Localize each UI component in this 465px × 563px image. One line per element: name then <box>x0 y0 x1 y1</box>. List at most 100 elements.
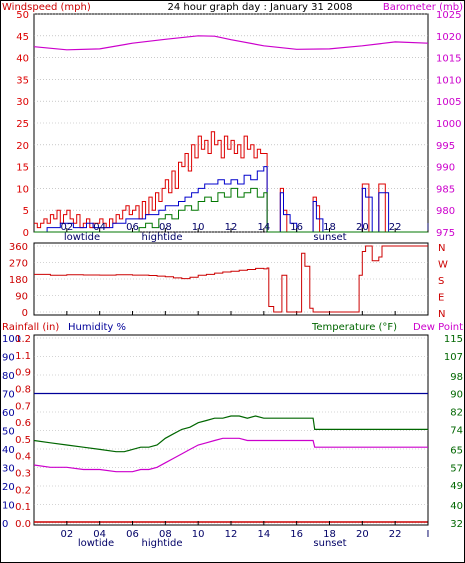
barometer-tick-label: 1015 <box>436 54 461 65</box>
barometer-tick-label: 995 <box>436 141 455 152</box>
x-tick-label: 20 <box>356 222 369 233</box>
direction-degree-ticks: 360 270 180 90 0 <box>9 242 28 319</box>
windspeed-tick-label: 15 <box>16 163 29 174</box>
x-tick-label: 08 <box>159 529 172 540</box>
wind-direction-line <box>34 245 428 313</box>
humidity-tick-label: 20 <box>2 482 15 493</box>
temperature-tick-label: 115 <box>444 334 463 345</box>
x-tick-label: 06 <box>126 222 139 233</box>
x-tick-label: 22 <box>389 529 402 540</box>
barometer-tick-label: 1000 <box>436 119 461 130</box>
humidity-axis-label: Humidity % <box>68 322 126 333</box>
rainfall-tick-label: 0.4 <box>15 452 31 463</box>
x-tick-label: I <box>427 222 430 233</box>
humidity-tick-label: 0 <box>2 519 8 530</box>
humidity-tick-label: 40 <box>2 445 15 456</box>
temperature-tick-label: 90 <box>450 390 463 401</box>
barometer-tick-label: 1025 <box>436 10 461 21</box>
lowtide-marker: lowtide <box>64 232 100 243</box>
humidity-tick-label: 70 <box>2 390 15 401</box>
temperature-tick-label: 107 <box>444 352 463 363</box>
rainfall-tick-label: 1.2 <box>15 334 31 345</box>
rainfall-tick-label: 0.5 <box>15 435 31 446</box>
barometer-tick-label: 975 <box>436 228 455 239</box>
panel-direction-grid <box>34 245 429 315</box>
lowtide-marker: lowtide <box>78 538 114 549</box>
sunset-marker: sunset <box>313 232 346 243</box>
temperature-ticks: 32 40 49 57 65 74 82 90 98 107 115 <box>444 334 463 530</box>
humidity-tick-label: 80 <box>2 371 15 382</box>
sunset-marker: sunset <box>313 538 346 549</box>
rainfall-tick-label: 0.8 <box>15 384 31 395</box>
x-tick-label: 04 <box>93 529 106 540</box>
barometer-tick-label: 980 <box>436 206 455 217</box>
compass-letter: N <box>438 309 445 320</box>
barometer-tick-label: 1005 <box>436 97 461 108</box>
direction-tick-label: 180 <box>9 275 28 286</box>
humidity-tick-label: 10 <box>2 501 15 512</box>
panel-temperature-x-ticks: 02 04 06 08 10 12 14 16 18 20 22 I <box>60 521 429 540</box>
windspeed-tick-label: 20 <box>16 141 29 152</box>
x-tick-label: 12 <box>225 529 238 540</box>
panel-direction-plot <box>33 242 429 316</box>
windspeed-tick-label: 40 <box>16 54 29 65</box>
direction-tick-label: 360 <box>9 242 28 253</box>
rainfall-tick-label: 0.2 <box>15 485 31 496</box>
x-tick-label: 16 <box>290 529 303 540</box>
chart-title: 24 hour graph day : January 31 2008 <box>168 2 353 13</box>
temperature-tick-label: 49 <box>450 481 463 492</box>
wind-gust-line <box>34 131 428 233</box>
barometer-tick-label: 1020 <box>436 32 461 43</box>
panel-wind-x-ticks: 02 04 06 08 10 12 14 16 18 20 22 I <box>60 222 429 233</box>
compass-letter: E <box>438 293 444 304</box>
barometer-tick-label: 985 <box>436 184 455 195</box>
temperature-line <box>33 415 428 453</box>
temperature-tick-label: 74 <box>450 425 463 436</box>
temperature-tick-label: 98 <box>450 372 463 383</box>
barometer-axis-label: Barometer (mb) <box>383 2 463 13</box>
x-tick-label: 22 <box>389 222 402 233</box>
wind-series <box>33 35 429 233</box>
temperature-tick-label: 40 <box>450 501 463 512</box>
windspeed-ticks: 0 5 10 15 20 25 30 35 40 45 50 <box>16 10 29 239</box>
direction-tick-label: 90 <box>15 292 28 303</box>
x-tick-label: 14 <box>257 222 270 233</box>
x-tick-label: 02 <box>60 222 73 233</box>
rainfall-tick-label: 1.1 <box>15 351 31 362</box>
x-tick-label: 18 <box>323 222 336 233</box>
wind-low-line <box>34 187 428 233</box>
compass-letter: S <box>438 276 444 287</box>
temperature-tick-label: 32 <box>450 519 463 530</box>
rainfall-tick-label: 0.1 <box>15 502 31 513</box>
windspeed-tick-label: 25 <box>16 119 29 130</box>
humidity-tick-label: 50 <box>2 427 15 438</box>
dewpoint-line <box>33 437 428 473</box>
temperature-tick-label: 82 <box>450 408 463 419</box>
direction-tick-label: 270 <box>9 259 28 270</box>
x-tick-label: 14 <box>257 529 270 540</box>
temperature-tick-label: 57 <box>450 463 463 474</box>
x-tick-label: 10 <box>192 529 205 540</box>
rainfall-tick-label: 0.3 <box>15 469 31 480</box>
x-tick-label: 16 <box>290 222 303 233</box>
windspeed-tick-label: 45 <box>16 32 29 43</box>
x-tick-label: 08 <box>159 222 172 233</box>
windspeed-tick-label: 0 <box>23 228 29 239</box>
x-tick-label: 10 <box>192 222 205 233</box>
x-tick-label: 20 <box>356 529 369 540</box>
hightide-marker: hightide <box>141 232 182 243</box>
humidity-tick-label: 30 <box>2 464 15 475</box>
dewpoint-axis-label: Dew Point <box>413 322 463 333</box>
humidity-ticks: 0 10 20 30 40 50 60 70 80 90 100 <box>2 334 21 530</box>
rainfall-tick-label: 0.7 <box>15 401 31 412</box>
x-tick-label: 02 <box>60 529 73 540</box>
rainfall-tick-label: 0.0 <box>15 519 31 530</box>
windspeed-tick-label: 50 <box>16 10 29 21</box>
barometer-tick-label: 990 <box>436 163 455 174</box>
barometer-line <box>33 35 429 51</box>
hightide-marker: hightide <box>141 538 182 549</box>
